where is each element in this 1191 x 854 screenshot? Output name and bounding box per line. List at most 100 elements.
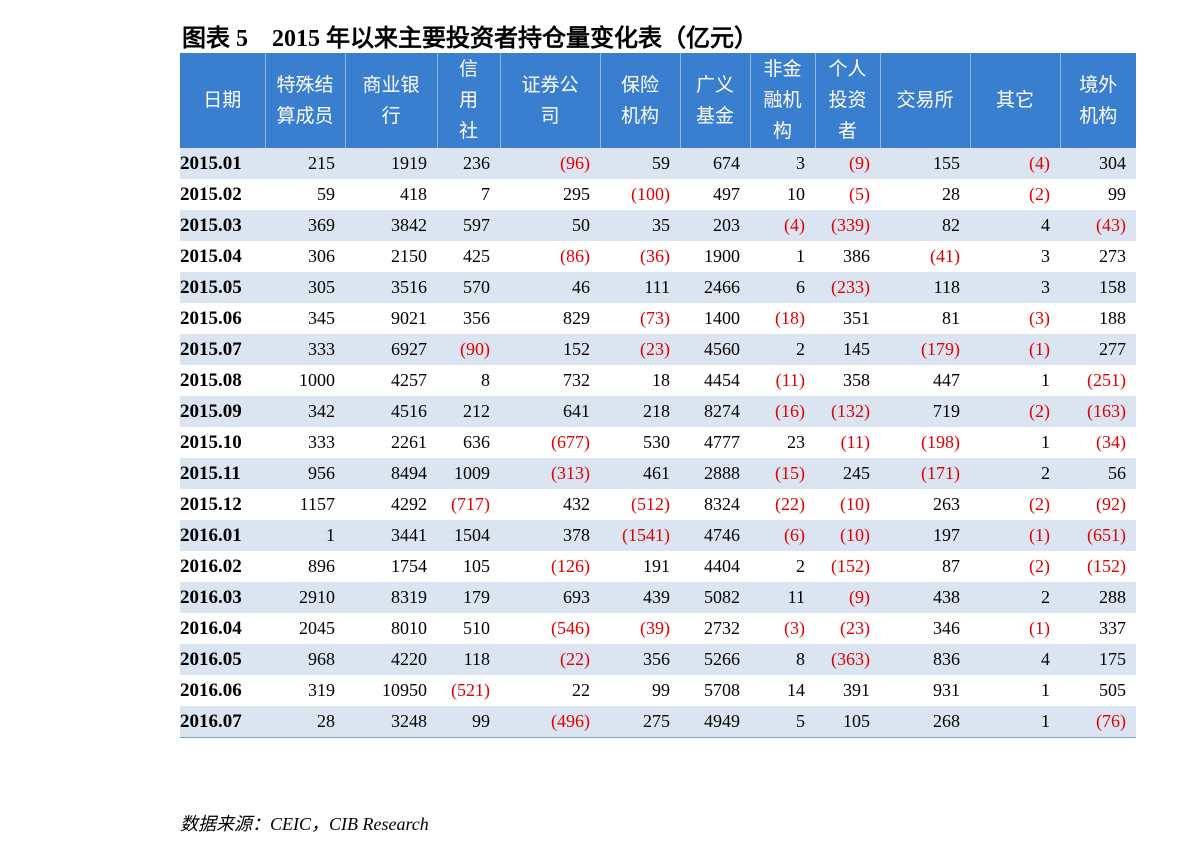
value-cell: 968 [265, 644, 345, 675]
header-cell: 广义 基金 [679, 53, 750, 148]
value-cell: 510 [463, 618, 490, 638]
header-cell: 保险 机构 [599, 53, 680, 148]
value-cell: 179 [437, 582, 500, 613]
value-cell: 268 [880, 706, 970, 738]
value-cell: (546) [551, 618, 590, 638]
header-line: 社 [458, 120, 478, 142]
value-cell: (152) [831, 556, 870, 576]
header-line: 信 [458, 58, 478, 80]
value-cell: 105 [815, 706, 880, 738]
value-cell: 1 [1041, 370, 1050, 390]
value-cell: 956 [265, 458, 345, 489]
value-cell: 358 [843, 370, 870, 390]
value-cell: 570 [437, 272, 500, 303]
value-cell: 3 [970, 272, 1060, 303]
value-cell: (126) [551, 556, 590, 576]
header-line: 融机 [763, 89, 802, 111]
value-cell: 732 [563, 370, 590, 390]
value-cell: 14 [787, 680, 805, 700]
header-line: 证券公 [521, 73, 579, 96]
value-cell: 1919 [345, 148, 437, 179]
value-cell: (41) [930, 246, 960, 266]
header-cell: 境外 机构 [1059, 53, 1136, 148]
value-cell: 4292 [391, 494, 427, 514]
value-cell: (34) [1096, 432, 1126, 452]
table-row: 2015.05 305 3516 570 46 111 2466 6 (233) 118 3 158 [180, 272, 1136, 303]
value-cell: 391 [843, 680, 870, 700]
value-cell: 356 [463, 308, 490, 328]
value-cell: (313) [500, 458, 600, 489]
value-cell: 5 [750, 706, 815, 738]
value-cell: 439 [600, 582, 680, 613]
header-cell: 日期 [180, 53, 265, 148]
value-cell: (4) [750, 210, 815, 241]
value-cell: 2 [796, 556, 805, 576]
value-cell: 8319 [345, 582, 437, 613]
date-cell: 2015.09 [180, 396, 265, 427]
value-cell: (233) [815, 272, 880, 303]
header-cell: 个人 投资者 [814, 53, 880, 148]
header-cell: 交易所 [879, 53, 970, 148]
value-cell: 333 [265, 334, 345, 365]
value-cell: 4777 [704, 432, 740, 452]
value-cell: 212 [437, 396, 500, 427]
value-cell: (2) [1029, 494, 1050, 514]
value-cell: 10 [787, 184, 805, 204]
value-cell: 2045 [299, 618, 335, 638]
header-line: 构 [772, 120, 792, 142]
value-cell: 1000 [299, 370, 335, 390]
value-cell: 28 [942, 184, 960, 204]
value-cell: 1900 [704, 246, 740, 266]
value-cell: 5266 [680, 644, 750, 675]
value-cell: 4746 [680, 520, 750, 551]
value-cell: 4949 [680, 706, 750, 738]
header-cell: 证券公司 [499, 53, 600, 148]
value-cell: 505 [1099, 680, 1126, 700]
table-row: 2016.07 28 3248 99 (496) 275 4949 5 105 268 1 (76) [180, 706, 1136, 738]
value-cell: 497 [713, 184, 740, 204]
header-line: 保险 [620, 73, 659, 96]
table-row: 2016.04 2045 8010 510 (546) (39) 2732 (3) (23) 34… [180, 613, 1136, 644]
value-cell: 641 [500, 396, 600, 427]
table-row: 2015.07 333 6927 (90) 152 (23) 4560 2 145 (179) (1… [180, 334, 1136, 365]
value-cell: 674 [680, 148, 750, 179]
value-cell: (1) [1029, 618, 1050, 638]
table-row: 2015.10 333 2261 636 (677) 530 4777 23 (11) (198)… [180, 427, 1136, 458]
table-row: 2016.06 319 10950 (521) 22 99 5708 14 391 931 1 505 [180, 675, 1136, 706]
date-cell: 2015.01 [180, 148, 265, 179]
value-cell: 3516 [345, 272, 437, 303]
table-row: 2016.01 1 3441 1504 378 (1541) 4746 (6) (10) 197(… [180, 520, 1136, 551]
value-cell: (1) [970, 520, 1060, 551]
value-cell: 288 [1060, 582, 1136, 613]
table-body: 2015.01 215 1919 236 (96) 59 674 3 (9) 155 (4) 304 2… [180, 148, 1136, 738]
header-cell: 商业银行 [344, 53, 437, 148]
value-cell: 4 [970, 210, 1060, 241]
value-cell: (5) [849, 184, 870, 204]
value-cell: (11) [840, 432, 870, 452]
value-cell: (92) [1096, 494, 1126, 514]
value-cell: (2) [1029, 556, 1050, 576]
date-cell: 2015.02 [180, 183, 242, 205]
value-cell: 319 [308, 680, 335, 700]
value-cell: 2 [970, 458, 1060, 489]
value-cell: (512) [631, 494, 670, 514]
table-row: 2016.05 968 4220 118 (22) 356 5266 8 (363) 836 4 17… [180, 644, 1136, 675]
value-cell: (9) [815, 148, 880, 179]
value-cell: 152 [500, 334, 600, 365]
date-cell: 2016.06 [180, 679, 242, 701]
header-line: 其它 [995, 89, 1034, 111]
value-cell: 191 [643, 556, 670, 576]
value-cell: 4454 [704, 370, 740, 390]
value-cell: (22) [500, 644, 600, 675]
value-cell: (179) [880, 334, 970, 365]
value-cell: 99 [1108, 184, 1126, 204]
header-line: 者 [837, 120, 857, 142]
holdings-table: 日期 特殊结 算成员 商业银行信用社证券公司保险 机构 广义 基金 非金 融机构个人 投资者交易所… [180, 53, 1136, 738]
value-cell: 118 [437, 644, 500, 675]
value-cell: 118 [880, 272, 970, 303]
date-cell: 2016.05 [180, 644, 265, 675]
header-line: 日期 [203, 89, 242, 111]
value-cell: 304 [1060, 148, 1136, 179]
value-cell: 4516 [345, 396, 437, 427]
